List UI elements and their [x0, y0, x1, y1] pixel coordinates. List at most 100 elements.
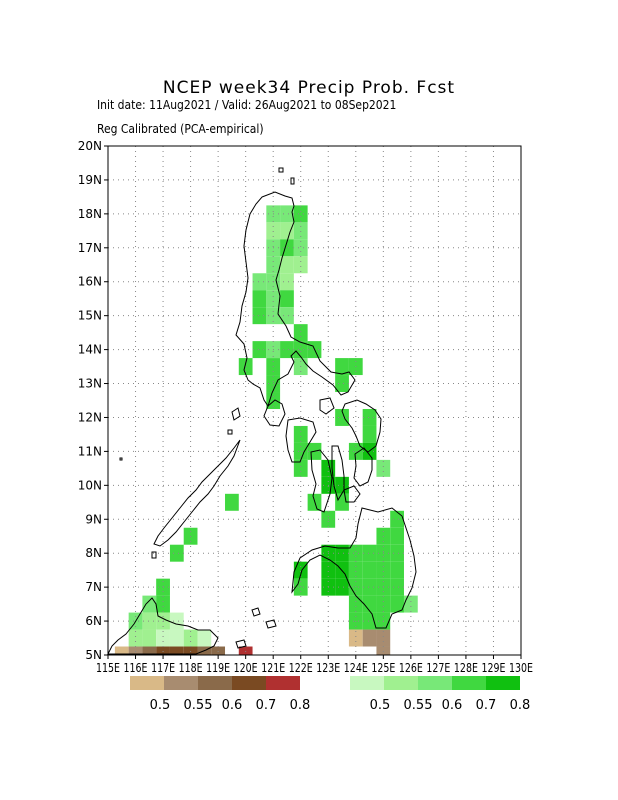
batanes-island [290, 177, 295, 185]
probability-cell [362, 425, 377, 443]
busuanga-island [231, 407, 241, 421]
lat-tick-label: 11N [78, 444, 102, 458]
luzon-coast [235, 191, 356, 408]
probability-cell [183, 646, 198, 655]
lat-tick-label: 6N [85, 614, 102, 628]
probability-cell [362, 578, 377, 596]
probability-cell [335, 358, 349, 376]
probability-cell [348, 595, 363, 613]
lat-tick-label: 20N [78, 139, 102, 153]
small-island-2 [151, 551, 157, 559]
probability-cell [280, 290, 294, 308]
probability-cell [142, 629, 157, 647]
lat-tick-label: 9N [85, 512, 102, 526]
lat-tick-label: 5N [85, 648, 102, 662]
legend-swatch [384, 676, 418, 690]
probability-cell [321, 561, 336, 579]
probability-cell [238, 646, 253, 655]
probability-cell [390, 595, 404, 613]
probability-cell [390, 544, 404, 562]
lon-tick-label: 123E [316, 661, 340, 675]
panay-coast [285, 417, 317, 463]
mindanao-coast [291, 507, 417, 629]
probability-cell [362, 595, 377, 613]
legend-label: 0.55 [184, 698, 213, 713]
probability-cell [293, 205, 308, 223]
probability-cell [280, 205, 294, 223]
probability-cell [156, 629, 170, 647]
probability-cell [293, 256, 308, 274]
lon-tick-label: 121E [261, 661, 285, 675]
latitude-labels: 5N 6N 7N 8N 9N 10N 11N 12N 13N 14N 15N 16N 17N 18N 19N… [78, 139, 108, 662]
legend-label: 0.6 [442, 698, 463, 713]
legend-label: 0.7 [256, 698, 277, 713]
probability-cell [156, 646, 170, 655]
lat-tick-label: 18N [78, 207, 102, 221]
probability-cell [403, 595, 418, 613]
probability-cell [376, 629, 391, 647]
legend-swatch [418, 676, 452, 690]
legend-label: 0.7 [476, 698, 497, 713]
probability-cell [293, 324, 308, 342]
probability-cell [362, 561, 377, 579]
probability-cell [348, 578, 363, 596]
probability-cell [252, 341, 267, 359]
probability-cell [293, 239, 308, 257]
probability-cell [266, 222, 281, 240]
probability-cell [348, 544, 363, 562]
probability-cell [362, 544, 377, 562]
sulu-island-3 [235, 639, 247, 649]
probability-cell [293, 341, 308, 359]
lon-tick-label: 128E [454, 661, 478, 675]
lat-tick-label: 12N [78, 410, 102, 424]
legend-swatch [350, 676, 384, 690]
probability-cell [266, 256, 281, 274]
lon-tick-label: 124E [344, 661, 368, 675]
legend-swatch [486, 676, 520, 690]
legend-label: 0.8 [510, 698, 531, 713]
legend-label: 0.8 [290, 698, 311, 713]
probability-cell [280, 307, 294, 325]
probability-cell [142, 595, 157, 613]
legend-swatch [130, 676, 164, 690]
probability-cell [293, 425, 308, 443]
probability-cell [211, 646, 226, 655]
masbate-coast [319, 397, 335, 415]
lon-tick-label: 118E [179, 661, 203, 675]
lat-tick-label: 13N [78, 377, 102, 391]
lat-tick-label: 15N [78, 309, 102, 323]
probability-cell [348, 561, 363, 579]
map-frame [107, 145, 522, 656]
lat-tick-label: 17N [78, 241, 102, 255]
lat-tick-label: 16N [78, 275, 102, 289]
probability-cell [390, 510, 404, 528]
probability-cell [348, 629, 363, 647]
samar-coast [341, 399, 382, 453]
probability-cell [128, 646, 143, 655]
legend-swatch [232, 676, 266, 690]
wet-probability-legend: 0.5 0.55 0.6 0.7 0.8 [350, 676, 530, 713]
probability-cell [169, 629, 184, 647]
legend-swatch [198, 676, 232, 690]
map-title: NCEP week34 Precip Prob. Fcst [162, 78, 456, 98]
probability-cell [376, 459, 391, 477]
lat-tick-label: 19N [78, 173, 102, 187]
probability-cell [142, 612, 157, 630]
probability-cell [280, 341, 294, 359]
probability-cell [362, 408, 377, 426]
probability-cell [335, 408, 349, 426]
lon-tick-label: 120E [234, 661, 258, 675]
probability-cell [225, 493, 239, 511]
lon-tick-label: 122E [289, 661, 313, 675]
probability-cell [390, 527, 404, 545]
probability-cell [280, 222, 294, 240]
legend-swatch [266, 676, 300, 690]
probability-cell [280, 256, 294, 274]
probability-cell [335, 544, 349, 562]
babuyan-island [278, 167, 284, 173]
lon-tick-label: 116E [124, 661, 148, 675]
probability-cell [335, 375, 349, 393]
probability-cell [252, 307, 267, 325]
probability-cell [362, 629, 377, 647]
